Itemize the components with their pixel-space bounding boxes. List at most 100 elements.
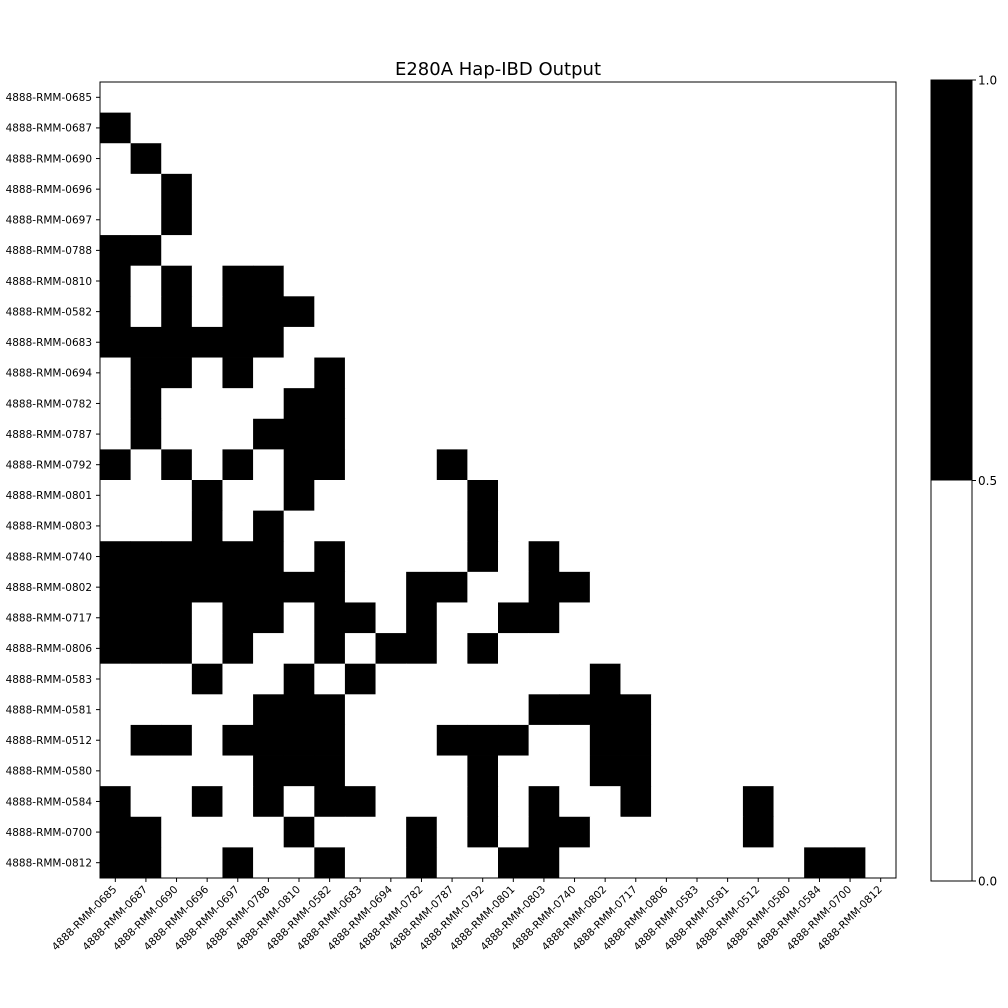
heatmap-cell: [865, 143, 897, 175]
heatmap-cell: [528, 571, 560, 603]
heatmap-cell: [375, 418, 407, 450]
heatmap-cell: [528, 724, 560, 756]
heatmap-cell: [681, 296, 713, 328]
heatmap-cell: [314, 571, 346, 603]
heatmap-cell: [681, 694, 713, 726]
heatmap-cell: [436, 143, 468, 175]
heatmap-cell: [375, 571, 407, 603]
y-tick-label: 4888-RMM-0687: [6, 123, 92, 135]
heatmap-cell: [375, 541, 407, 573]
heatmap-cell: [681, 541, 713, 573]
heatmap-cell: [865, 724, 897, 756]
heatmap-cell: [712, 82, 744, 114]
heatmap-cell: [191, 143, 223, 175]
heatmap-cell: [130, 816, 162, 848]
heatmap-cell: [100, 235, 132, 267]
heatmap-cell: [161, 541, 193, 573]
heatmap-cell: [834, 694, 866, 726]
heatmap-cell: [834, 755, 866, 787]
heatmap-cell: [528, 265, 560, 297]
heatmap-cell: [344, 724, 376, 756]
heatmap-cell: [161, 357, 193, 389]
plot-frame: [99, 81, 897, 879]
heatmap-cell: [681, 143, 713, 175]
heatmap-cell: [222, 357, 254, 389]
heatmap-cell: [804, 724, 836, 756]
heatmap-cell: [467, 235, 499, 267]
heatmap-cell: [191, 357, 223, 389]
heatmap-cell: [865, 449, 897, 481]
heatmap-cell: [344, 510, 376, 542]
heatmap-cell: [436, 571, 468, 603]
y-tick-label: 4888-RMM-0584: [6, 796, 93, 808]
heatmap-cell: [222, 755, 254, 787]
heatmap-cell: [191, 388, 223, 420]
heatmap-cell: [620, 602, 652, 634]
heatmap-cell: [620, 326, 652, 358]
heatmap-cell: [191, 235, 223, 267]
heatmap-cell: [804, 388, 836, 420]
heatmap-cell: [681, 724, 713, 756]
heatmap-cell: [559, 173, 591, 205]
heatmap-cell: [467, 418, 499, 450]
heatmap-cell: [130, 786, 162, 818]
heatmap-cell: [253, 235, 285, 267]
heatmap-cell: [742, 816, 774, 848]
heatmap-cell: [804, 816, 836, 848]
heatmap-cell: [253, 755, 285, 787]
heatmap-cell: [283, 326, 315, 358]
heatmap-cell: [344, 694, 376, 726]
heatmap-cell: [773, 357, 805, 389]
heatmap-cell: [191, 112, 223, 144]
heatmap-cell: [100, 480, 132, 512]
heatmap-cell: [253, 847, 285, 879]
heatmap-cell: [620, 816, 652, 848]
heatmap-cell: [498, 480, 530, 512]
heatmap-cell: [100, 602, 132, 634]
heatmap-cell: [742, 724, 774, 756]
heatmap-cell: [467, 82, 499, 114]
heatmap-cell: [773, 510, 805, 542]
heatmap-cell: [161, 510, 193, 542]
heatmap-cell: [742, 694, 774, 726]
heatmap-cell: [344, 480, 376, 512]
heatmap-cell: [191, 480, 223, 512]
heatmap-cell: [161, 480, 193, 512]
heatmap-cell: [498, 173, 530, 205]
heatmap-cell: [498, 326, 530, 358]
heatmap-cell: [651, 633, 683, 665]
heatmap-cell: [651, 82, 683, 114]
heatmap-cell: [651, 480, 683, 512]
heatmap-cell: [620, 786, 652, 818]
heatmap-cell: [773, 112, 805, 144]
heatmap-cell: [436, 510, 468, 542]
heatmap-cell: [375, 847, 407, 879]
heatmap-cell: [620, 204, 652, 236]
heatmap-cell: [559, 357, 591, 389]
heatmap-cell: [742, 480, 774, 512]
heatmap-cell: [498, 724, 530, 756]
heatmap-cell: [283, 296, 315, 328]
heatmap-cell: [253, 112, 285, 144]
heatmap-cell: [406, 204, 438, 236]
heatmap-cell: [436, 694, 468, 726]
heatmap-cell: [742, 82, 774, 114]
heatmap-cell: [100, 418, 132, 450]
heatmap-cell: [344, 265, 376, 297]
heatmap-cell: [742, 510, 774, 542]
heatmap-cell: [589, 755, 621, 787]
heatmap-cell: [498, 82, 530, 114]
heatmap-cell: [773, 786, 805, 818]
heatmap-cell: [620, 847, 652, 879]
heatmap-cell: [712, 694, 744, 726]
heatmap-cell: [773, 602, 805, 634]
heatmap-cell: [191, 173, 223, 205]
heatmap-cell: [528, 143, 560, 175]
heatmap-cell: [865, 663, 897, 695]
heatmap-cell: [712, 571, 744, 603]
heatmap-cell: [498, 816, 530, 848]
heatmap-cell: [406, 480, 438, 512]
heatmap-cell: [467, 755, 499, 787]
heatmap-cell: [651, 724, 683, 756]
heatmap-cell: [589, 357, 621, 389]
